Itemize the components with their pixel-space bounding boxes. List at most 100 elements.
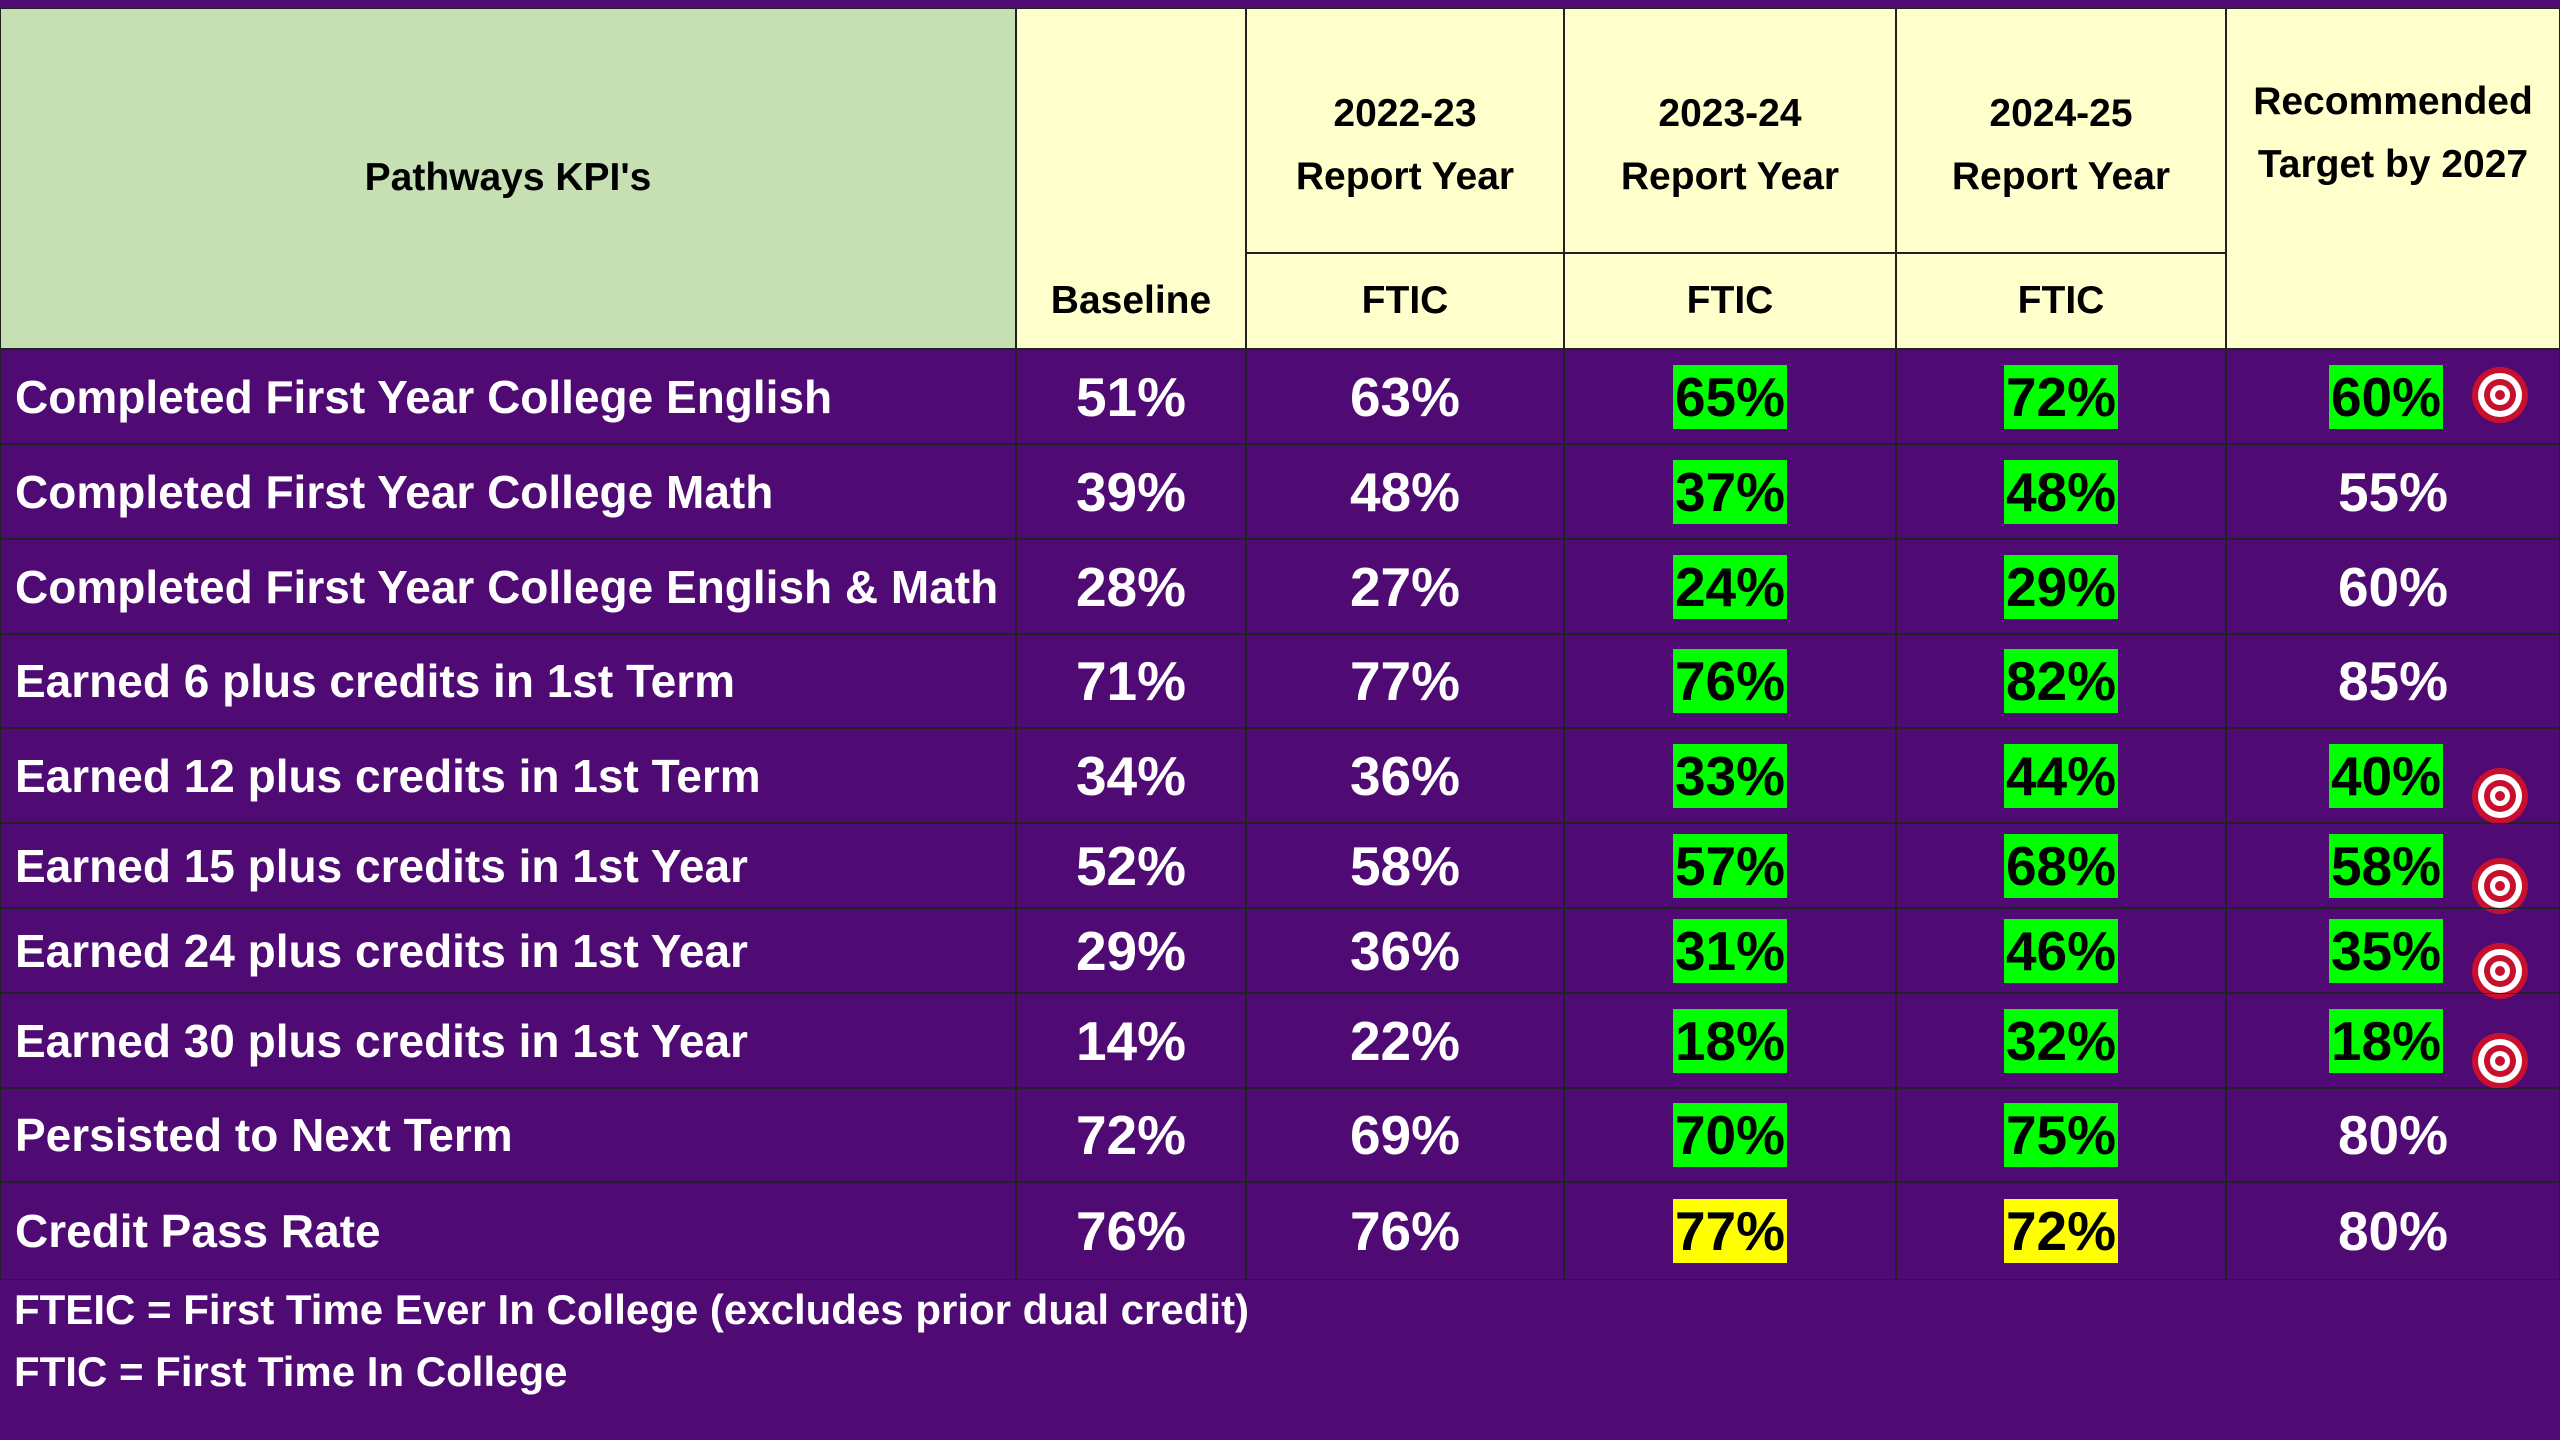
value-text: 60% <box>2328 364 2444 429</box>
value-text: 65% <box>1672 364 1788 429</box>
header-text: Recommended Target by 2027 <box>2253 80 2533 186</box>
value-cell: 32% <box>1896 993 2226 1088</box>
value-text: 34% <box>1075 744 1187 807</box>
header-sub: FTIC <box>1361 278 1449 322</box>
value-text: 82% <box>2003 649 2119 713</box>
value-text: 70% <box>1672 1103 1788 1167</box>
row-label: Earned 12 plus credits in 1st Term <box>0 728 1016 823</box>
value-cell: 51% <box>1016 349 1246 444</box>
value-cell: 36% <box>1246 908 1564 993</box>
footnote: FTEIC = First Time Ever In College (excl… <box>14 1286 1249 1334</box>
value-cell: 48% <box>1896 444 2226 539</box>
value-cell: 52% <box>1016 823 1246 908</box>
value-cell: 22% <box>1246 993 1564 1088</box>
value-cell: 82% <box>1896 634 2226 728</box>
value-text: 72% <box>2003 1199 2119 1263</box>
value-text: 85% <box>2337 650 2449 712</box>
row-label: Credit Pass Rate <box>0 1182 1016 1280</box>
row-label-text: Completed First Year College Math <box>15 465 774 518</box>
value-text: 58% <box>1349 834 1461 897</box>
value-text: 51% <box>1075 365 1187 428</box>
value-cell: 31% <box>1564 908 1896 993</box>
value-cell: 77% <box>1564 1182 1896 1280</box>
value-text: 36% <box>1349 919 1461 982</box>
value-text: 14% <box>1075 1009 1187 1072</box>
row-label-text: Earned 6 plus credits in 1st Term <box>15 655 736 707</box>
row-label: Earned 30 plus credits in 1st Year <box>0 993 1016 1088</box>
value-cell: 76% <box>1016 1182 1246 1280</box>
value-text: 76% <box>1349 1200 1461 1262</box>
value-text: 55% <box>2337 460 2449 523</box>
value-text: 22% <box>1349 1009 1461 1072</box>
header-sub: FTIC <box>2017 278 2105 322</box>
footnote-text: FTIC = First Time In College <box>14 1348 568 1395</box>
footnote: FTIC = First Time In College <box>14 1348 568 1396</box>
row-label-text: Earned 15 plus credits in 1st Year <box>15 839 748 892</box>
value-text: 77% <box>1672 1199 1788 1263</box>
row-label-text: Completed First Year College English <box>15 370 833 423</box>
value-cell: 18% <box>1564 993 1896 1088</box>
row-label-text: Persisted to Next Term <box>15 1109 513 1161</box>
value-cell: 37% <box>1564 444 1896 539</box>
value-cell: 57% <box>1564 823 1896 908</box>
value-text: 40% <box>2328 743 2444 808</box>
row-label: Completed First Year College English & M… <box>0 539 1016 634</box>
target-icon <box>2472 767 2528 824</box>
value-text: 76% <box>1075 1200 1187 1262</box>
value-text: 18% <box>2328 1008 2444 1073</box>
header-year: 2024-25 <box>1989 92 2133 136</box>
value-cell: 35% <box>2226 908 2560 993</box>
value-cell: 36% <box>1246 728 1564 823</box>
value-cell: 72% <box>1896 349 2226 444</box>
value-cell: 71% <box>1016 634 1246 728</box>
value-cell: 29% <box>1896 539 2226 634</box>
value-cell: 76% <box>1564 634 1896 728</box>
value-text: 27% <box>1349 555 1461 618</box>
target-icon <box>2472 857 2528 914</box>
value-text: 76% <box>1672 649 1788 713</box>
header-label: Report Year <box>1620 154 1840 198</box>
row-label: Earned 15 plus credits in 1st Year <box>0 823 1016 908</box>
value-text: 63% <box>1349 365 1461 428</box>
value-cell: 63% <box>1246 349 1564 444</box>
value-text: 75% <box>2003 1103 2119 1167</box>
header-text: Pathways KPI's <box>364 156 652 200</box>
value-cell: 80% <box>2226 1182 2560 1280</box>
value-cell: 72% <box>1896 1182 2226 1280</box>
value-cell: 60% <box>2226 539 2560 634</box>
row-label-text: Completed First Year College English & M… <box>15 560 999 613</box>
value-cell: 69% <box>1246 1088 1564 1182</box>
value-text: 72% <box>1075 1104 1187 1166</box>
row-label-text: Earned 30 plus credits in 1st Year <box>15 1014 748 1067</box>
value-text: 28% <box>1075 555 1187 618</box>
value-cell: 76% <box>1246 1182 1564 1280</box>
value-cell: 60% <box>2226 349 2560 444</box>
value-text: 80% <box>2337 1200 2449 1262</box>
row-label: Completed First Year College Math <box>0 444 1016 539</box>
value-text: 39% <box>1075 460 1187 523</box>
value-text: 36% <box>1349 744 1461 807</box>
value-cell: 24% <box>1564 539 1896 634</box>
value-cell: 65% <box>1564 349 1896 444</box>
value-text: 77% <box>1349 650 1461 712</box>
value-text: 57% <box>1672 833 1788 898</box>
header-sub: FTIC <box>1686 278 1774 322</box>
value-text: 46% <box>2003 918 2119 983</box>
row-label-text: Credit Pass Rate <box>15 1205 381 1257</box>
value-text: 44% <box>2003 743 2119 808</box>
header-label: Report Year <box>1295 154 1515 198</box>
header-cell: Baseline <box>1016 8 1246 349</box>
value-cell: 28% <box>1016 539 1246 634</box>
row-label-text: Earned 12 plus credits in 1st Term <box>15 749 761 802</box>
target-ring <box>2495 880 2505 891</box>
value-cell: 80% <box>2226 1088 2560 1182</box>
value-text: 29% <box>1075 919 1187 982</box>
target-ring <box>2495 1055 2505 1066</box>
value-text: 31% <box>1672 918 1788 983</box>
target-icon <box>2472 1032 2528 1089</box>
value-cell: 58% <box>1246 823 1564 908</box>
value-cell: 27% <box>1246 539 1564 634</box>
value-cell: 18% <box>2226 993 2560 1088</box>
row-label: Earned 24 plus credits in 1st Year <box>0 908 1016 993</box>
header-text: Baseline <box>1050 278 1212 322</box>
